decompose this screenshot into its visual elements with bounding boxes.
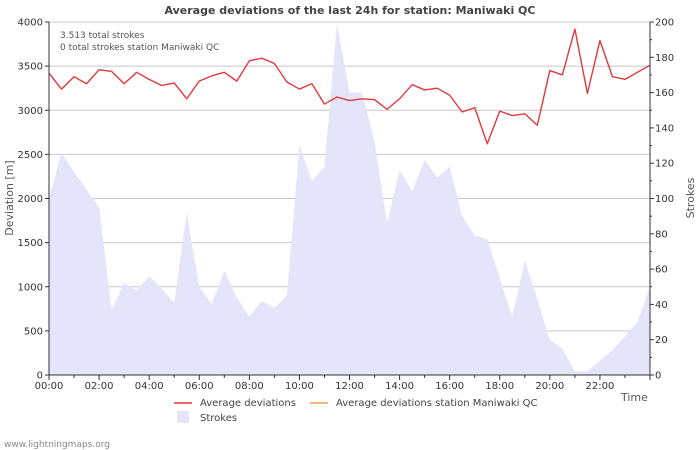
- x-axis-title: Time: [620, 391, 648, 404]
- x-tick-label-6: 06:00: [185, 381, 214, 392]
- y2-tick-label-200: 200: [655, 18, 674, 29]
- y-axis-title: Deviation [m]: [3, 160, 16, 235]
- chart-title: Average deviations of the last 24h for s…: [165, 4, 536, 17]
- y2-tick-label-40: 40: [655, 300, 668, 311]
- series-line-average-deviations: [48, 28, 651, 145]
- y-tick-label-3000: 3000: [18, 106, 43, 117]
- x-tick-label-20: 20:00: [535, 381, 564, 392]
- plot-area: 0 500 1000 1500 2000 2500 3000 3500 4000 0 20 40 60 8…: [18, 18, 675, 393]
- y2-tick-label-160: 160: [655, 88, 674, 99]
- series-area-strokes: [49, 23, 650, 375]
- footer-credit: www.lightningmaps.org: [4, 440, 110, 450]
- x-tick-label-0: 00:00: [35, 381, 64, 392]
- x-tick-label-12: 12:00: [335, 381, 364, 392]
- legend-label-station-deviations: Average deviations station Maniwaki QC: [336, 398, 538, 409]
- annotation-station-strokes: 0 total strokes station Maniwaki QC: [60, 43, 219, 53]
- legend: Average deviations Average deviations st…: [174, 398, 538, 424]
- y2-tick-label-140: 140: [655, 123, 674, 134]
- x-tick-label-14: 14:00: [385, 381, 414, 392]
- y2-tick-label-180: 180: [655, 53, 674, 64]
- y2-axis-title: Strokes: [684, 177, 697, 218]
- y-tick-label-2000: 2000: [18, 194, 43, 205]
- x-tick-label-2: 02:00: [85, 381, 114, 392]
- x-tick-label-18: 18:00: [485, 381, 514, 392]
- x-tick-label-16: 16:00: [435, 381, 464, 392]
- y-tick-label-3500: 3500: [18, 62, 43, 73]
- x-tick-label-8: 08:00: [235, 381, 264, 392]
- legend-label-average-deviations: Average deviations: [200, 398, 296, 409]
- annotation-total-strokes: 3.513 total strokes: [60, 31, 145, 41]
- y2-tick-label-80: 80: [655, 229, 668, 240]
- y-tick-label-500: 500: [24, 326, 43, 337]
- y-tick-label-1000: 1000: [18, 282, 43, 293]
- y-tick-label-0: 0: [37, 371, 43, 382]
- legend-label-strokes: Strokes: [200, 413, 237, 424]
- y2-tick-label-0: 0: [655, 371, 661, 382]
- y2-tick-label-60: 60: [655, 265, 668, 276]
- y2-tick-label-20: 20: [655, 335, 668, 346]
- y-tick-label-2500: 2500: [18, 150, 43, 161]
- x-tick-label-22: 22:00: [586, 381, 615, 392]
- y2-tick-label-100: 100: [655, 194, 674, 205]
- x-tick-label-4: 04:00: [135, 381, 164, 392]
- y2-tick-label-120: 120: [655, 159, 674, 170]
- x-tick-label-10: 10:00: [285, 381, 314, 392]
- y-tick-label-1500: 1500: [18, 238, 43, 249]
- y-tick-label-4000: 4000: [18, 18, 43, 29]
- legend-swatch-strokes: [177, 411, 189, 423]
